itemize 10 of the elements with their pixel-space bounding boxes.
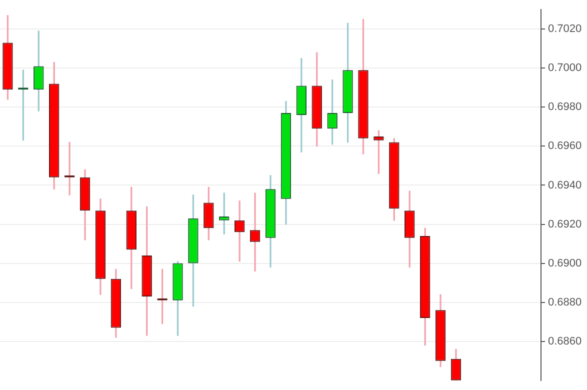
y-tick-label: 0.6960	[548, 140, 582, 152]
y-tick-label: 0.6860	[548, 335, 582, 348]
y-tick-label: 0.6880	[548, 296, 582, 308]
y-tick-label: 0.6980	[548, 101, 582, 114]
y-tick-label: 0.6900	[548, 257, 582, 270]
y-tick-label: 0.6920	[548, 218, 582, 230]
y-tick-label: 0.6940	[548, 179, 582, 192]
y-tick-label: 0.7000	[548, 62, 582, 74]
candlestick	[250, 192, 260, 272]
y-tick-label: 0.7020	[548, 23, 582, 36]
